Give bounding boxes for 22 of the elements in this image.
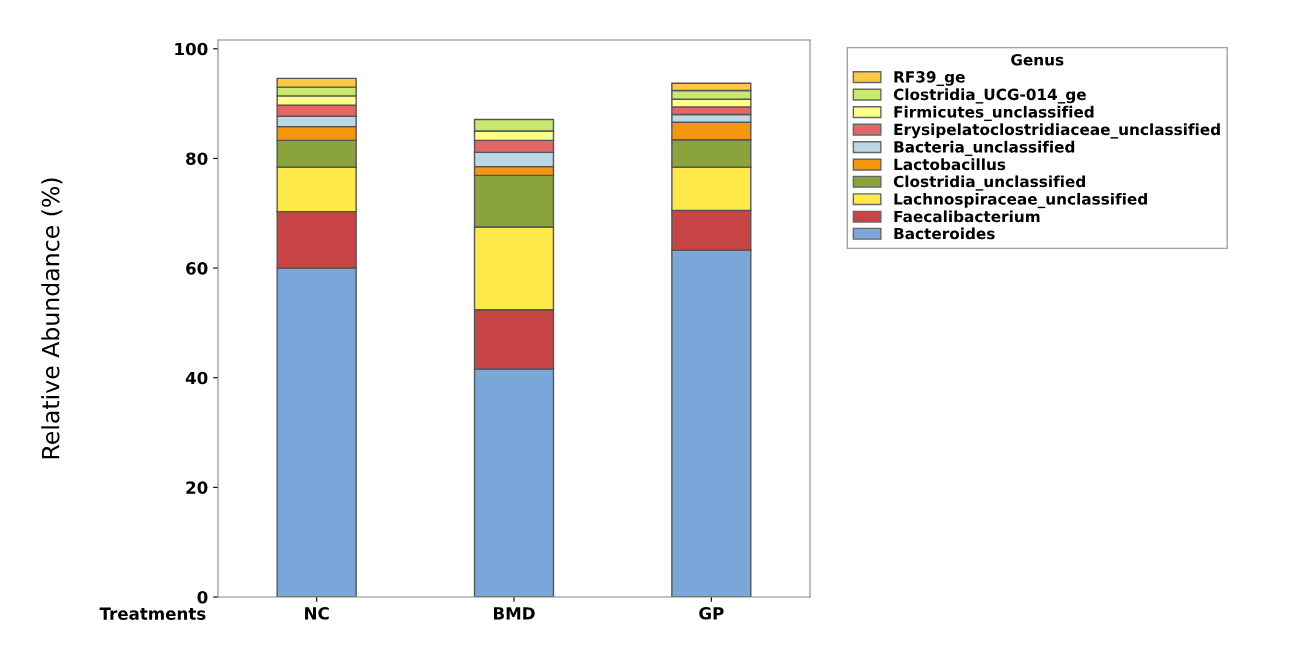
y-tick-label: 40 bbox=[185, 371, 208, 385]
y-tick-label: 100 bbox=[175, 42, 208, 56]
x-tick-label: NC bbox=[305, 607, 329, 620]
legend-label: Faecalibacterium bbox=[894, 210, 1040, 223]
legend-label: Lactobacillus bbox=[894, 158, 1006, 171]
legend-label: RF39_ge bbox=[894, 71, 965, 87]
y-tick-label: 20 bbox=[186, 481, 208, 494]
legend-label: Bacteria_unclassified bbox=[894, 140, 1075, 157]
x-axis-title: Treatments bbox=[99, 607, 206, 620]
legend-label: Bacteroides bbox=[894, 227, 995, 240]
legend-title: Genus bbox=[1011, 54, 1064, 66]
legend-label: Lachnospiraceae_unclassified bbox=[894, 192, 1147, 209]
y-tick-label: 80 bbox=[186, 152, 208, 165]
y-tick-label: 0 bbox=[197, 590, 208, 604]
legend-label: Clostridia_unclassified bbox=[893, 175, 1085, 191]
x-tick-label: GP bbox=[699, 607, 724, 620]
legend-label: Erysipelatoclostridiaceae_unclassified bbox=[894, 123, 1220, 139]
y-tick-label: 60 bbox=[186, 262, 208, 275]
y-axis-title: Relative Abundance (%) bbox=[41, 178, 63, 459]
legend-label: Clostridia_UCG-014_ge bbox=[893, 88, 1086, 104]
legend-label: Firmicutes_unclassified bbox=[894, 105, 1094, 122]
x-tick-label: BMD bbox=[493, 607, 535, 620]
